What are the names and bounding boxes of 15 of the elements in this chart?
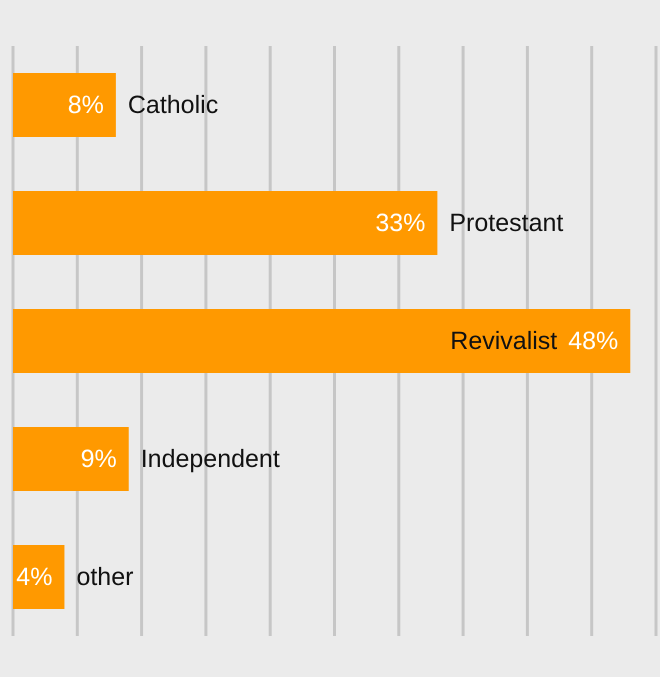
bar [13,309,630,373]
bar [13,191,438,255]
data-label: 33% [375,209,426,237]
y-tick-label: other [76,563,134,591]
y-tick-label: Protestant [449,209,564,237]
bar [13,73,116,137]
bar [13,545,64,609]
data-label: 48% [568,327,618,355]
bar [13,427,129,491]
y-tick-label: Revivalist [450,327,558,355]
data-label: 8% [68,91,104,119]
y-tick-label: Independent [140,445,280,473]
data-label: 4% [16,563,52,591]
data-label: 9% [80,445,117,473]
y-tick-label: Catholic [128,91,218,119]
